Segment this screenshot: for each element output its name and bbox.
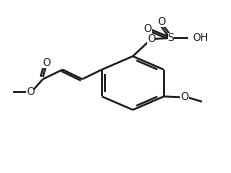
Text: OH: OH	[192, 33, 208, 43]
Text: O: O	[158, 17, 166, 27]
Text: S: S	[168, 33, 174, 43]
Text: O: O	[42, 58, 51, 68]
Text: O: O	[144, 24, 152, 34]
Text: O: O	[26, 87, 34, 97]
Text: O: O	[147, 34, 155, 44]
Text: O: O	[180, 92, 189, 102]
